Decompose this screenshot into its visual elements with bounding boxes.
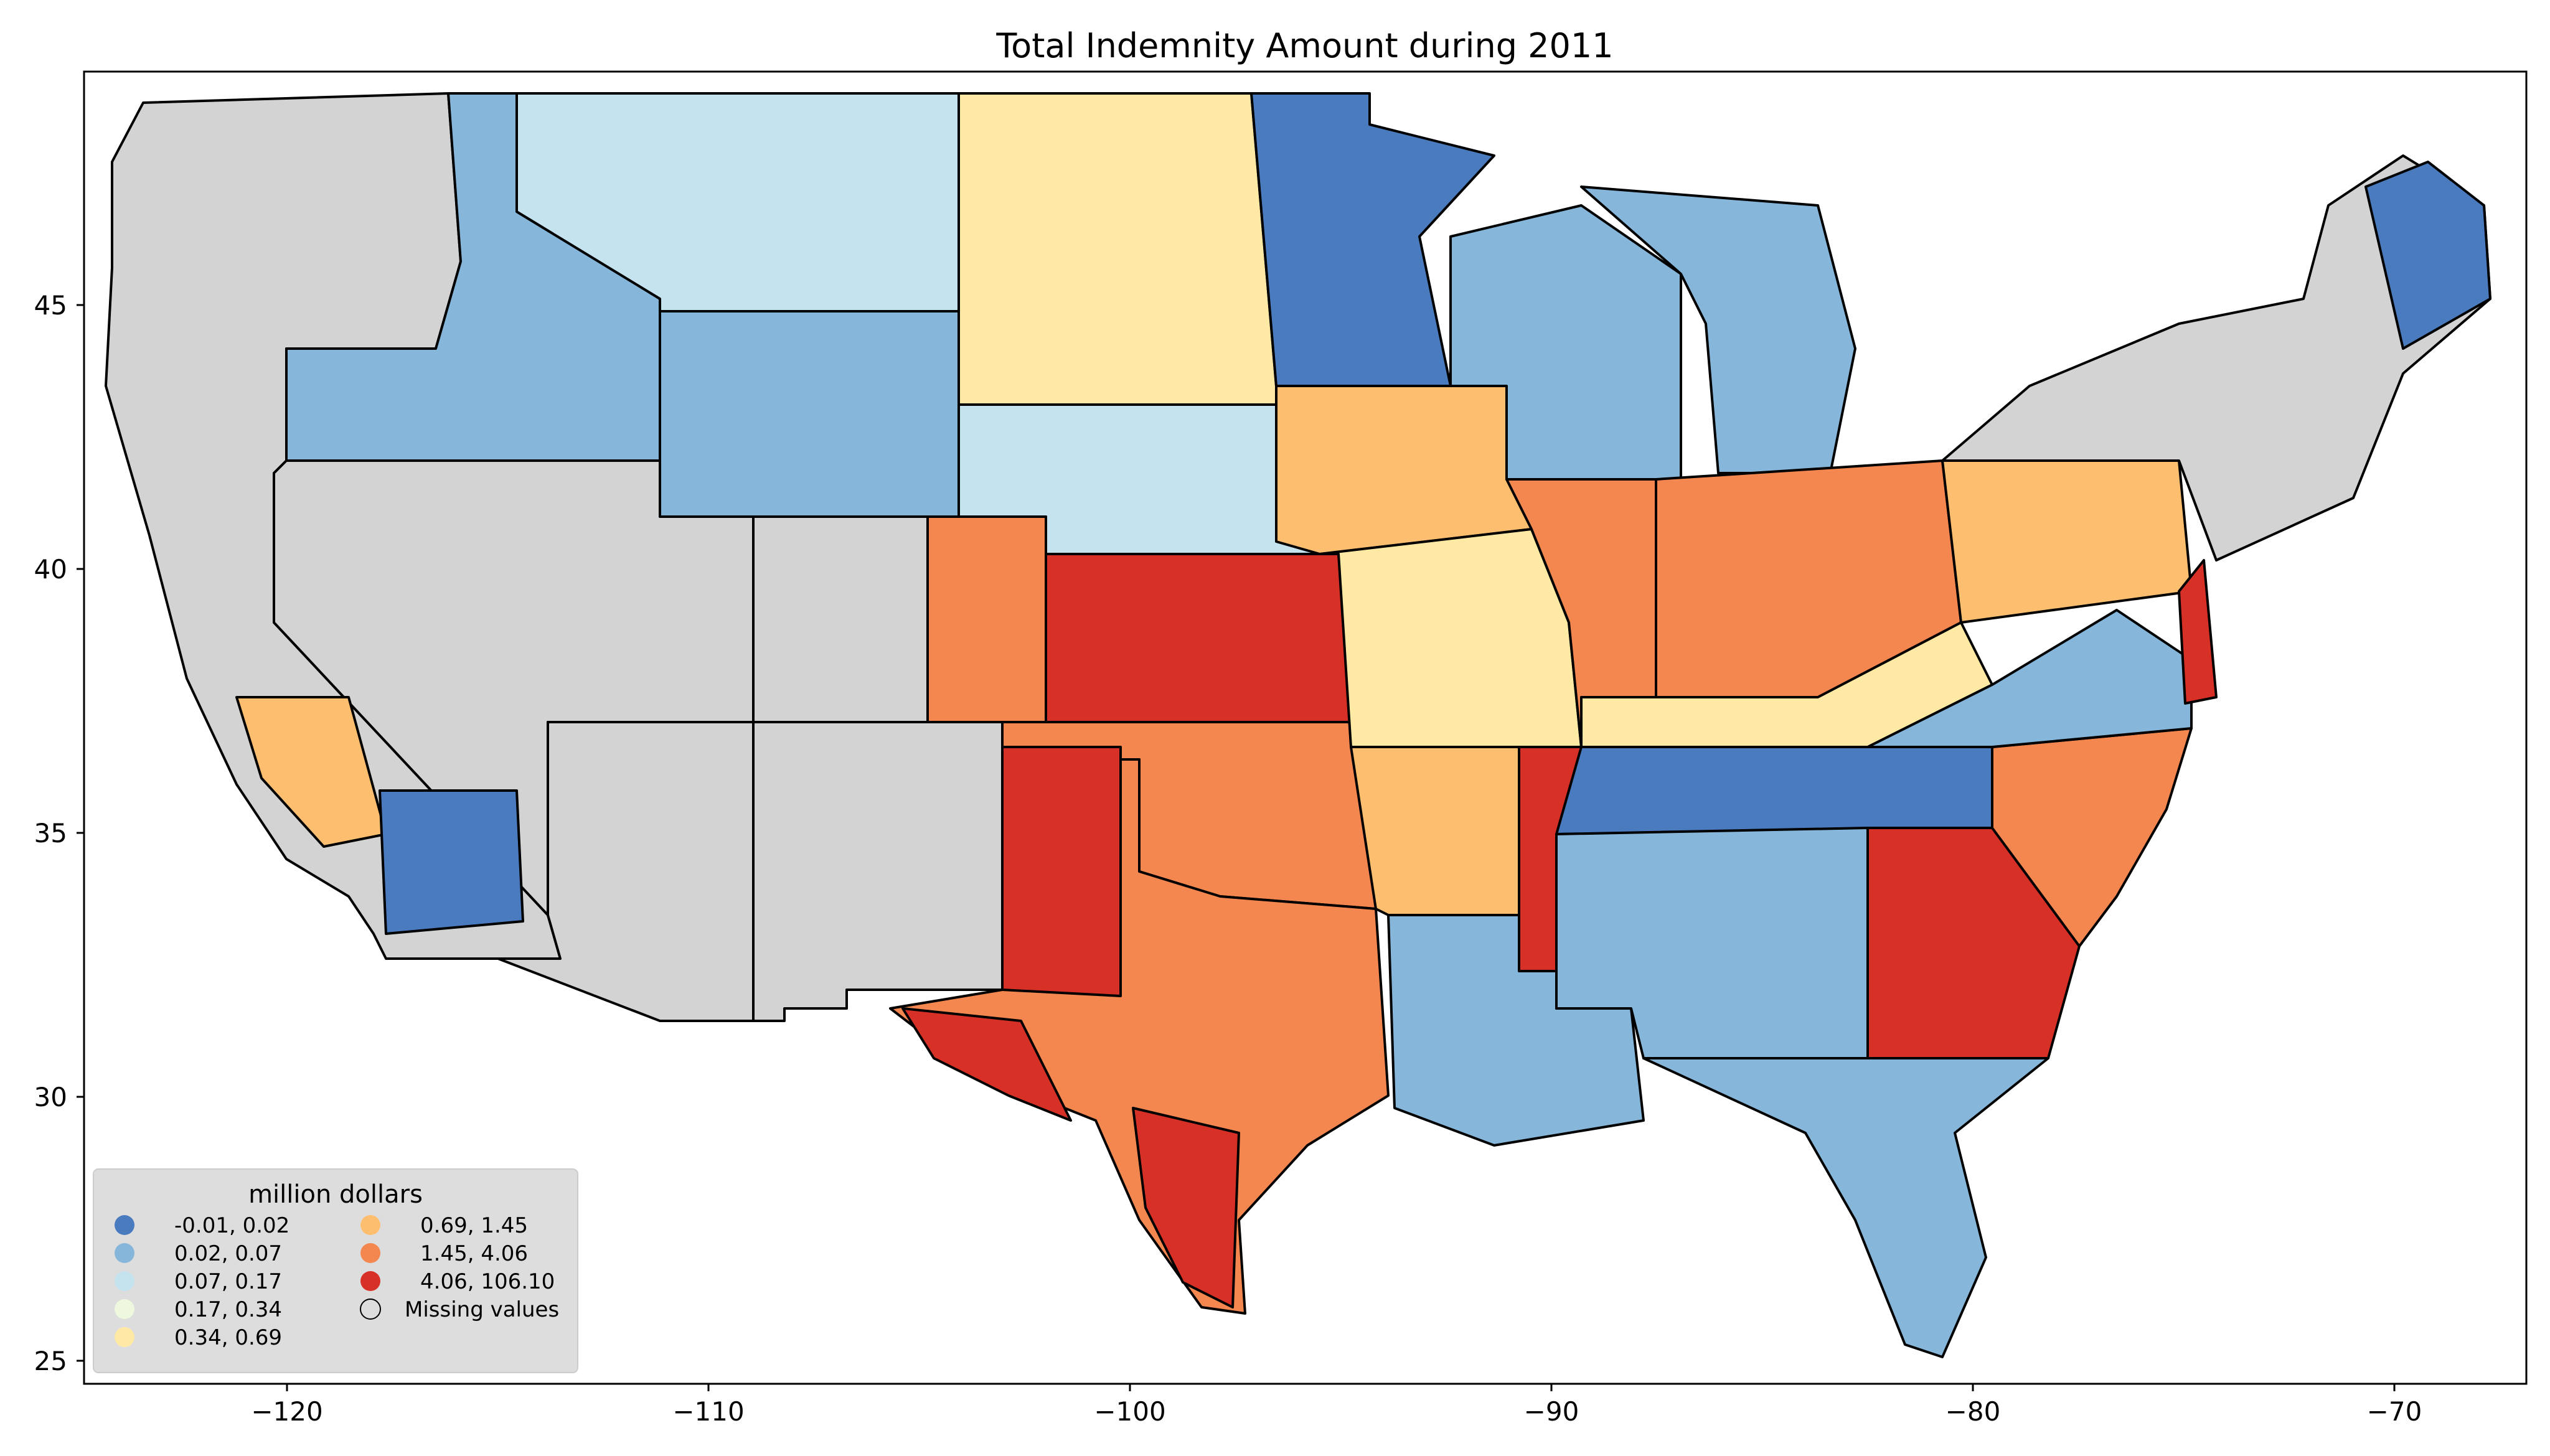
region-new-mexico (752, 721, 1004, 1022)
region-georgia (1866, 827, 2081, 1059)
legend-title: million dollars (248, 1180, 423, 1209)
legend-box (93, 1168, 578, 1373)
region-tennessee (1555, 746, 2056, 835)
legend-swatch (360, 1299, 381, 1320)
legend-swatch (360, 1215, 380, 1235)
x-tick-label: −100 (1094, 1396, 1165, 1427)
region-south-texas (1132, 1107, 1240, 1308)
region-maine (2364, 161, 2491, 350)
y-tick-label: 40 (34, 554, 67, 585)
x-tick-label: −80 (1945, 1396, 2001, 1427)
region-west-texas (901, 1007, 1072, 1122)
region-missouri (1319, 528, 1583, 748)
legend-swatch (360, 1243, 380, 1263)
legend-label: 0.34, 0.69 (174, 1325, 282, 1350)
y-tick-label: 35 (34, 818, 67, 848)
legend-swatch (115, 1271, 134, 1291)
legend-swatch (360, 1271, 380, 1291)
legend-swatch (115, 1215, 134, 1235)
y-tick-label: 45 (34, 290, 67, 321)
y-axis: 45 40 35 30 25 (34, 290, 84, 1376)
region-new-jersey (2178, 559, 2218, 705)
legend-label: 4.06, 106.10 (420, 1269, 555, 1294)
legend-label: 0.07, 0.17 (174, 1269, 282, 1294)
y-tick-label: 25 (34, 1346, 67, 1376)
legend-swatch (115, 1243, 134, 1263)
legend-label: 1.45, 4.06 (420, 1241, 528, 1266)
region-central-valley (235, 696, 387, 848)
legend-label: Missing values (405, 1297, 559, 1322)
legend-swatch (115, 1299, 134, 1319)
legend-swatch (115, 1327, 134, 1347)
region-iowa (1275, 385, 1533, 555)
legend: million dollars -0.01, 0.02 0.02, 0.07 0.0… (93, 1168, 578, 1373)
region-wyoming (659, 310, 960, 518)
x-tick-label: −90 (1524, 1396, 1579, 1427)
region-florida (1642, 1057, 2049, 1358)
x-tick-label: −110 (672, 1396, 744, 1427)
legend-label: -0.01, 0.02 (174, 1213, 289, 1238)
x-axis: −120 −110 −100 −90 −80 −70 (251, 1384, 2422, 1427)
x-tick-label: −70 (2367, 1396, 2422, 1427)
region-southern-california (379, 789, 524, 935)
region-eastern-colorado (926, 515, 1047, 723)
y-tick-label: 30 (34, 1082, 67, 1112)
map-regions (105, 92, 2491, 1358)
region-texas-panhandle (1001, 746, 1122, 997)
legend-label: 0.17, 0.34 (174, 1297, 282, 1322)
chart-title: Total Indemnity Amount during 2011 (995, 26, 1613, 65)
x-tick-label: −120 (251, 1396, 322, 1427)
legend-label: 0.69, 1.45 (420, 1213, 528, 1238)
region-kansas (1045, 553, 1352, 723)
legend-entries: -0.01, 0.02 0.02, 0.07 0.07, 0.17 0.17, 0.3… (115, 1213, 559, 1350)
legend-label: 0.02, 0.07 (174, 1241, 282, 1266)
